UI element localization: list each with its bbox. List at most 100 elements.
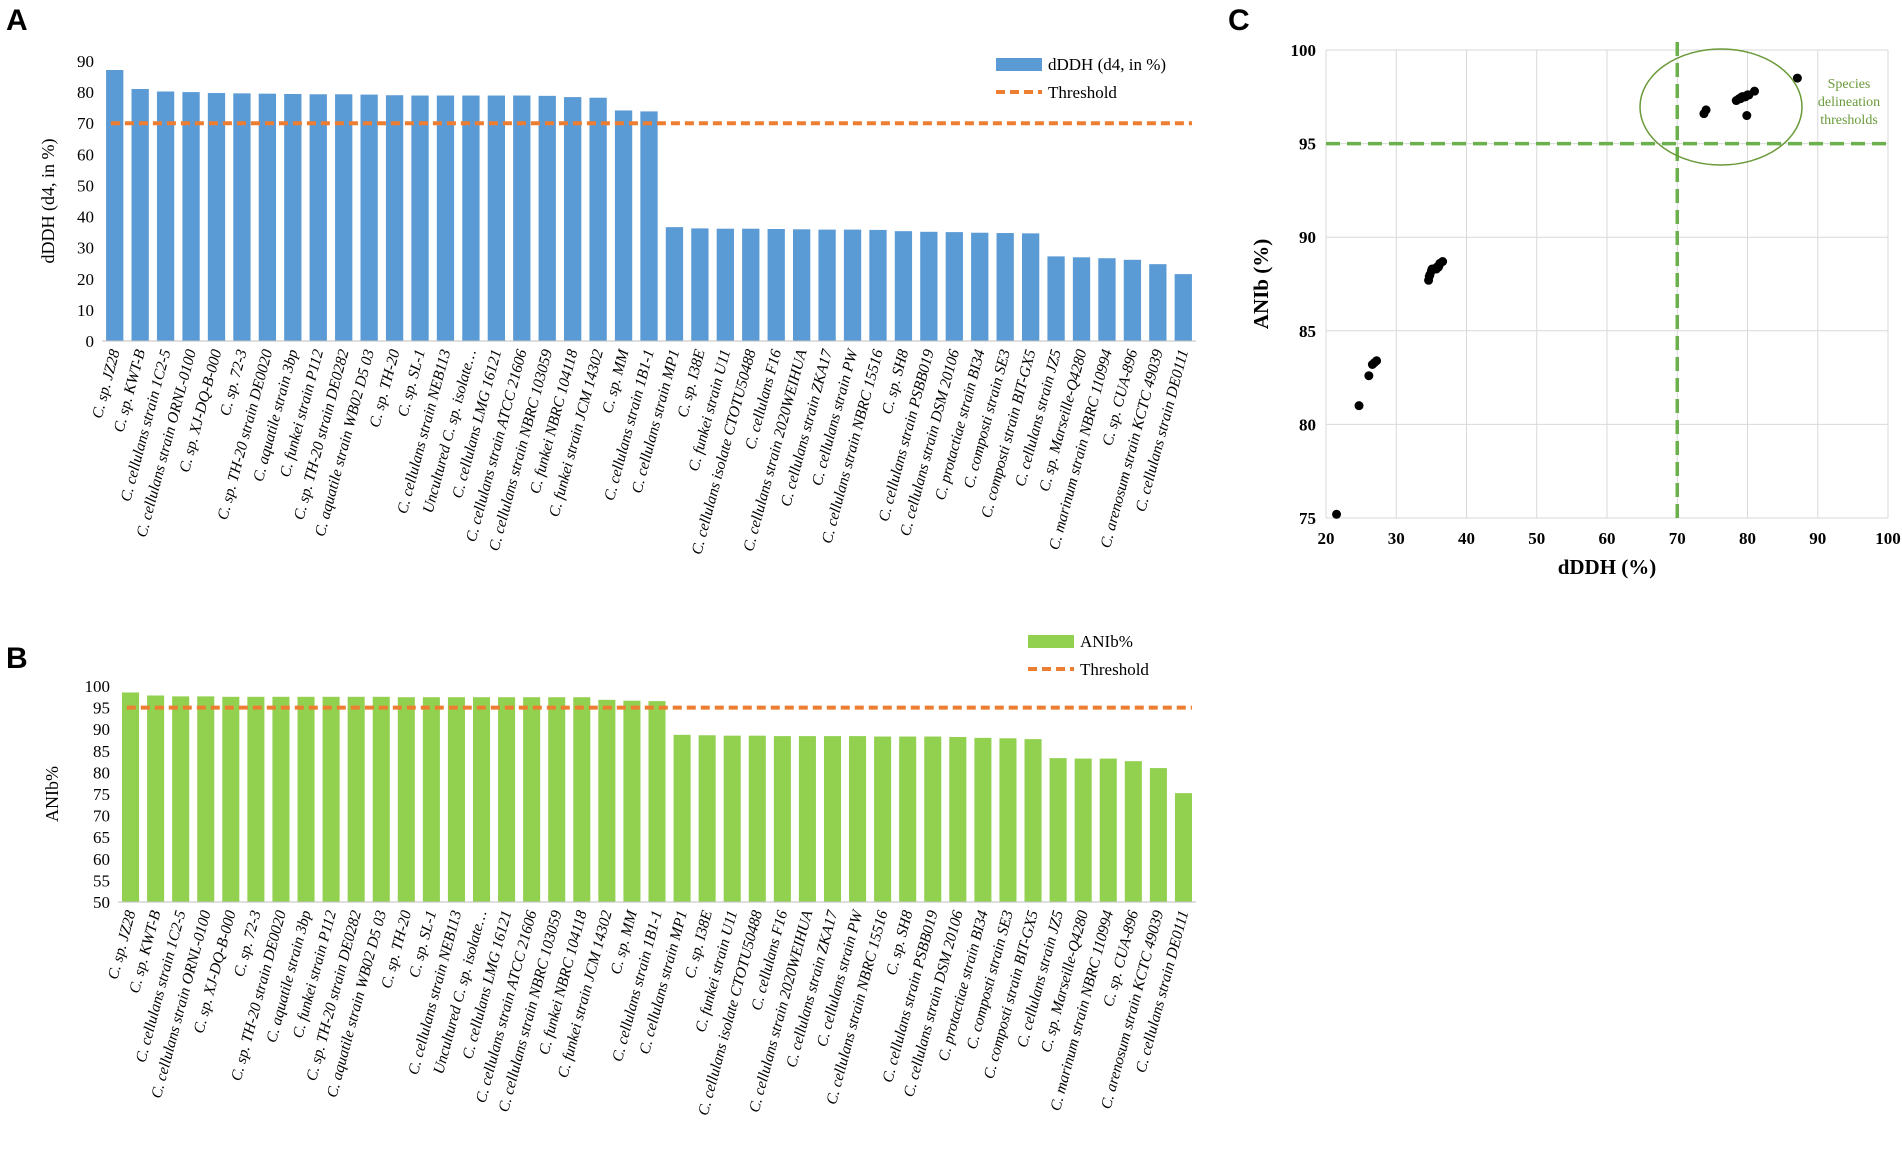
y-tick-label: 95 <box>1299 135 1316 154</box>
bar <box>335 94 353 341</box>
x-tick-label: 80 <box>1739 529 1756 548</box>
delineation-circle <box>1639 48 1803 166</box>
bar <box>1149 264 1167 341</box>
bar <box>798 736 816 902</box>
y-tick-label: 85 <box>1299 322 1316 341</box>
x-tick-label: 100 <box>1875 529 1901 548</box>
bar <box>447 697 465 902</box>
panel-label-b: B <box>6 642 28 675</box>
y-tick-label: 70 <box>93 807 110 826</box>
y-tick-label: 0 <box>86 332 95 351</box>
bar <box>996 233 1014 341</box>
y-tick-label: 60 <box>77 145 94 164</box>
bar <box>1098 258 1116 341</box>
bar <box>222 696 240 902</box>
bar <box>1174 274 1192 341</box>
x-tick-label: 30 <box>1388 529 1405 548</box>
y-tick-label: 85 <box>93 742 110 761</box>
y-tick-label: 30 <box>77 239 94 258</box>
data-point <box>1332 509 1342 519</box>
bar <box>498 697 516 902</box>
bar <box>573 697 591 902</box>
bar <box>1149 768 1167 902</box>
bar <box>1099 758 1117 902</box>
bar <box>322 696 340 902</box>
x-tick-label: 20 <box>1318 529 1335 548</box>
bar <box>773 736 791 902</box>
x-tick-label: 50 <box>1528 529 1545 548</box>
bar <box>513 95 531 341</box>
bar <box>849 736 867 902</box>
y-tick-label: 20 <box>77 270 94 289</box>
bar <box>1049 758 1067 902</box>
bar <box>614 110 633 341</box>
y-axis-title: dDDH (d4, in %) <box>38 139 59 264</box>
y-tick-label: 90 <box>93 720 110 739</box>
bar <box>920 231 938 341</box>
panel-label-c: C <box>1228 4 1250 37</box>
bar <box>309 94 327 341</box>
bar <box>1024 739 1042 902</box>
legend-label: dDDH (d4, in %) <box>1048 55 1166 74</box>
x-axis-title: dDDH (%) <box>1558 555 1657 579</box>
y-tick-label: 65 <box>93 828 110 847</box>
annotation-line: thresholds <box>1820 113 1878 128</box>
bar <box>698 735 716 902</box>
bar <box>1174 793 1192 902</box>
bar <box>648 701 666 902</box>
bar <box>999 738 1017 902</box>
bar <box>823 736 842 902</box>
bar <box>843 229 862 341</box>
bar <box>472 697 491 902</box>
bar <box>949 736 967 902</box>
data-point <box>1367 360 1377 369</box>
bar <box>742 228 760 341</box>
bar <box>147 695 165 902</box>
bar <box>411 95 429 341</box>
y-axis-title: ANIb (%) <box>1249 239 1273 329</box>
bar <box>487 95 505 341</box>
data-point <box>1424 275 1434 285</box>
bar <box>818 229 836 341</box>
bar <box>971 232 989 341</box>
bar <box>665 227 684 341</box>
bar <box>372 696 390 902</box>
y-tick-label: 10 <box>77 301 94 320</box>
bar <box>899 736 917 902</box>
y-tick-label: 70 <box>77 114 94 133</box>
y-tick-label: 60 <box>93 850 110 869</box>
bar <box>1074 758 1092 902</box>
bar <box>945 232 963 341</box>
y-axis-title: ANIb% <box>42 766 62 822</box>
y-tick-label: 50 <box>93 893 110 912</box>
bar <box>874 736 892 902</box>
bar <box>247 696 265 902</box>
bar <box>1123 259 1142 341</box>
y-tick-label: 55 <box>93 871 110 890</box>
y-tick-label: 90 <box>77 52 94 71</box>
x-tick-label: 90 <box>1809 529 1826 548</box>
y-tick-label: 95 <box>93 699 110 718</box>
y-tick-label: 50 <box>77 176 94 195</box>
y-tick-label: 40 <box>77 208 94 227</box>
bar <box>422 697 440 902</box>
legend-threshold-label: Threshold <box>1080 660 1149 679</box>
bar <box>436 95 455 341</box>
bar <box>156 91 175 342</box>
bar <box>767 229 785 341</box>
bar <box>284 93 302 341</box>
legend-threshold-label: Threshold <box>1048 83 1117 102</box>
legend-swatch <box>996 58 1042 71</box>
y-tick-label: 80 <box>1299 415 1316 434</box>
bar <box>691 228 709 341</box>
bar <box>548 697 566 902</box>
bar <box>716 228 734 341</box>
bar <box>197 696 215 902</box>
data-point <box>1792 73 1802 83</box>
bar <box>974 737 992 902</box>
bar <box>122 692 140 902</box>
annotation-line: delineation <box>1818 95 1880 110</box>
bar <box>924 736 942 902</box>
